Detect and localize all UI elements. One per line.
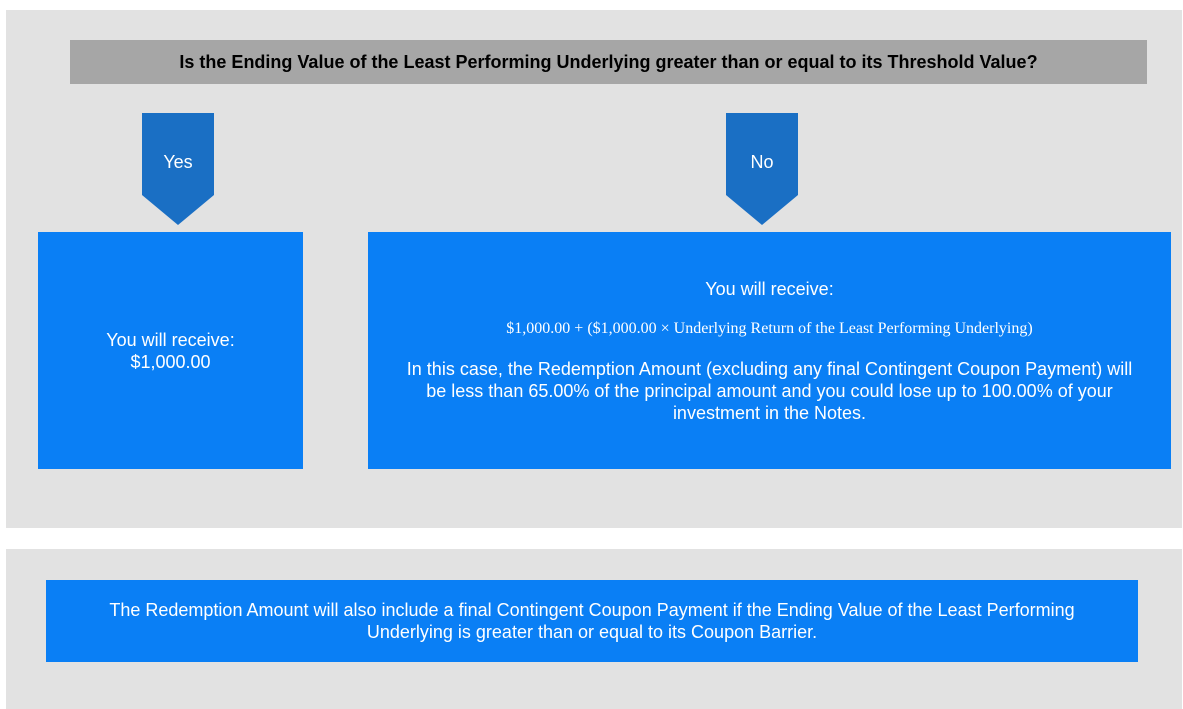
no-box: You will receive: $1,000.00 + ($1,000.00… [368, 232, 1171, 469]
yes-label: Yes [163, 152, 193, 172]
yes-line: $1,000.00 [130, 351, 211, 372]
footer-box: The Redemption Amount will also include … [46, 580, 1138, 662]
question-text: Is the Ending Value of the Least Perform… [179, 51, 1038, 72]
yes-line: You will receive: [106, 329, 235, 350]
no-arrow [726, 113, 798, 225]
no-text: In this case, the Redemption Amount (exc… [406, 358, 1133, 423]
footer-text: The Redemption Amount will also include … [109, 600, 1075, 642]
yes-arrow [142, 113, 214, 225]
no-heading: You will receive: [705, 278, 834, 299]
question: Is the Ending Value of the Least Perform… [70, 40, 1147, 84]
no-label: No [750, 152, 774, 172]
formula: $1,000.00 + ($1,000.00 × Underlying Retu… [506, 319, 1033, 337]
yes-box: You will receive: $1,000.00 [38, 232, 303, 469]
